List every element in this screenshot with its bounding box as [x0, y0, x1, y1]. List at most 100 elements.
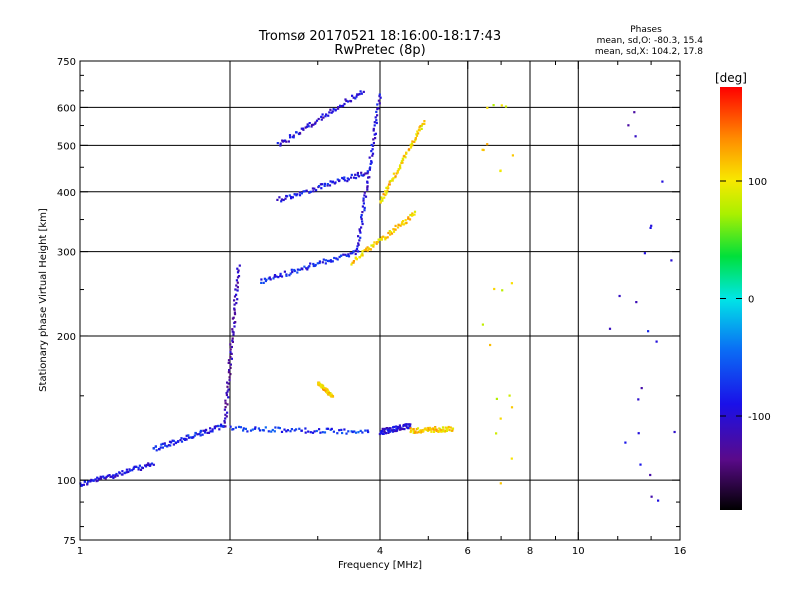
data-point [392, 172, 395, 175]
data-point [392, 230, 396, 233]
data-point [319, 383, 322, 387]
data-point [387, 183, 391, 186]
data-point [392, 177, 395, 180]
data-point [366, 180, 369, 183]
data-point [231, 330, 234, 333]
data-point [346, 180, 349, 183]
data-point [276, 198, 279, 201]
data-point [258, 429, 262, 432]
data-point [405, 151, 408, 154]
data-point [196, 433, 199, 436]
data-point [382, 193, 385, 196]
data-point [344, 253, 347, 256]
data-point [352, 250, 355, 253]
data-point [361, 220, 364, 223]
data-point [236, 281, 239, 284]
data-point [171, 439, 174, 442]
data-point [360, 216, 363, 219]
data-point [321, 183, 324, 186]
data-point [311, 187, 314, 190]
data-point [410, 429, 413, 432]
data-point [423, 120, 426, 123]
data-point [350, 176, 353, 179]
data-point [332, 108, 335, 111]
data-point [409, 423, 412, 426]
data-point [278, 427, 281, 430]
data-point [393, 429, 396, 432]
data-point [97, 477, 100, 480]
data-point [400, 223, 403, 226]
data-point [383, 427, 386, 430]
data-point [370, 150, 373, 153]
data-point [324, 262, 327, 265]
data-point [326, 427, 330, 430]
data-point [215, 425, 218, 428]
data-point [372, 127, 375, 130]
x-tick-label: 8 [527, 546, 533, 557]
data-point [366, 249, 369, 252]
data-point [412, 429, 415, 432]
data-point [395, 425, 398, 428]
data-point [87, 480, 90, 483]
data-point [391, 430, 394, 433]
data-point [411, 144, 414, 147]
data-point [508, 394, 511, 397]
data-point [385, 186, 388, 189]
data-point [397, 168, 400, 171]
data-point [277, 426, 280, 429]
data-point [296, 193, 299, 196]
data-point [376, 103, 379, 106]
data-point [147, 462, 150, 465]
data-point [417, 132, 420, 135]
data-point [300, 192, 303, 195]
data-point [403, 428, 406, 431]
data-point [229, 425, 232, 428]
data-point [367, 430, 370, 434]
data-point [375, 121, 378, 125]
data-point [307, 266, 310, 269]
data-point [358, 228, 361, 231]
data-point [127, 470, 130, 473]
data-point [673, 430, 676, 434]
data-point [413, 213, 416, 216]
data-point [360, 254, 363, 257]
data-point [379, 200, 382, 203]
data-point [349, 100, 353, 103]
data-point [318, 185, 321, 188]
data-point [232, 333, 235, 336]
data-point [230, 352, 233, 355]
data-point [372, 245, 375, 248]
data-point [319, 431, 322, 434]
data-point [185, 434, 188, 437]
data-point [289, 136, 292, 139]
data-point [396, 226, 400, 229]
data-point [314, 263, 317, 267]
data-point [118, 471, 121, 474]
data-point [209, 430, 212, 433]
data-points [79, 90, 676, 502]
data-point [229, 348, 232, 351]
data-point [287, 140, 290, 143]
data-point [402, 223, 405, 226]
data-point [285, 273, 288, 276]
data-point [389, 427, 392, 430]
data-point [365, 247, 368, 250]
data-point [131, 469, 134, 472]
data-point [234, 426, 237, 429]
data-point [511, 154, 514, 157]
data-point [272, 277, 275, 280]
data-point [329, 108, 332, 111]
data-point [342, 104, 345, 107]
data-point [279, 274, 282, 277]
data-point [331, 180, 334, 183]
data-point [231, 339, 234, 342]
data-point [237, 425, 241, 428]
data-point [320, 115, 323, 118]
data-point [318, 261, 321, 265]
data-point [404, 219, 407, 222]
data-point [342, 177, 345, 180]
data-point [194, 432, 197, 435]
data-point [285, 195, 289, 198]
data-point [375, 110, 378, 113]
data-point [347, 255, 351, 258]
